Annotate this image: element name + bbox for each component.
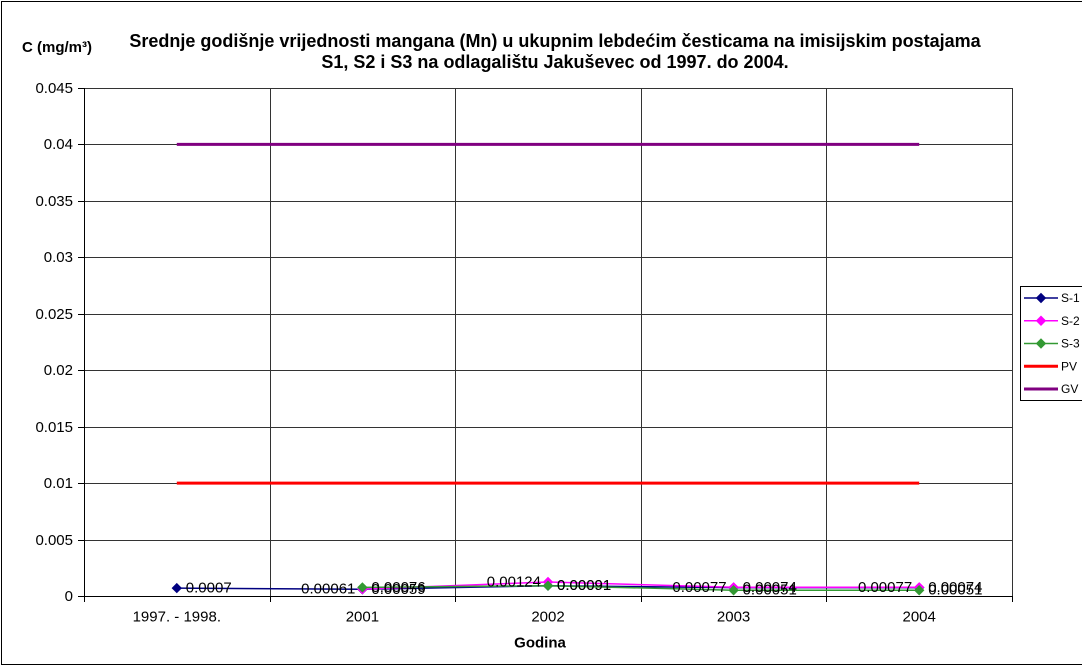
point-s-3-2002	[542, 580, 554, 591]
x-tick-label: 2004	[903, 609, 936, 626]
data-label-s-2-2004: 0.00077	[858, 579, 912, 596]
chart-title: Srednje godišnje vrijednosti mangana (Mn…	[129, 31, 981, 72]
x-tick-label: 2002	[531, 609, 564, 626]
legend-item-s-1: S-1	[1024, 291, 1080, 305]
y-tick-label: 0.045	[35, 80, 73, 97]
y-tick-label: 0.02	[44, 362, 73, 379]
data-label-s-1-2002: 0.00091	[557, 577, 611, 594]
axes: 0 0.005 0.01 0.015 0.02 0.025 0.03 0.035 0.04 0.0…	[35, 80, 1013, 626]
data-label-s-2-2002: 0.00124	[487, 574, 541, 591]
y-tick-label: 0.025	[35, 306, 73, 323]
legend-item-s-3: S-3	[1024, 337, 1080, 351]
point-s-3-2001	[357, 582, 368, 593]
series-line-s-2	[362, 581, 920, 590]
series	[171, 142, 925, 596]
x-tick-label: 2001	[346, 609, 379, 626]
x-tick-label: 2003	[717, 609, 750, 626]
data-label-s-1-2004: 0.00074	[928, 579, 982, 596]
series-line-s-3	[362, 584, 920, 591]
data-labels: 0.0007 0.00059 0.00091 0.00074 0.00074 0.0006…	[186, 574, 983, 599]
x-axis-title: Godina	[514, 635, 566, 652]
legend-label-s-3: S-3	[1061, 337, 1080, 351]
point-s-3-2003	[728, 585, 739, 596]
data-label-s-1-2001: 0.00059	[371, 581, 425, 598]
point-s-3-2004	[913, 585, 925, 596]
legend-item-pv: PV	[1024, 359, 1077, 373]
x-tick-label: 1997. - 1998.	[133, 609, 221, 626]
gridlines	[84, 88, 1013, 596]
y-tick-label: 0.035	[35, 193, 73, 210]
data-label-s-2-2003: 0.00077	[672, 579, 726, 596]
legend-item-gv: GV	[1024, 382, 1078, 396]
y-tick-label: 0.03	[44, 249, 73, 266]
data-label-s-3-2004: 0.00051	[928, 582, 982, 599]
legend-border	[1020, 286, 1082, 401]
legend-label-gv: GV	[1061, 382, 1078, 396]
data-label-s-3-2001: 0.00076	[371, 579, 425, 596]
y-axis-title: C (mg/m³)	[22, 39, 92, 56]
data-label-s-1-2003: 0.00074	[743, 579, 797, 596]
y-tick-label: 0.015	[35, 419, 73, 436]
legend-item-s-2: S-2	[1024, 314, 1080, 328]
legend-marker-s-1	[1035, 292, 1047, 304]
legend-label-pv: PV	[1061, 359, 1077, 373]
y-tick-label: 0.005	[35, 532, 73, 549]
legend-marker-s-3	[1035, 338, 1047, 349]
data-label-s-2-2001: 0.00061	[301, 581, 355, 598]
data-label-s-3-2002: 0.00091	[557, 577, 611, 594]
data-label-s-3-2003: 0.00051	[743, 582, 797, 599]
legend-label-s-1: S-1	[1061, 291, 1080, 305]
legend: S-1 S-2 S-3 PV GV	[1020, 286, 1082, 401]
y-tick-label: 0.01	[44, 475, 73, 492]
y-tick-label: 0	[65, 588, 73, 605]
point-s-1-1997-1998	[171, 582, 183, 594]
data-label-s-1-1997-1998: 0.0007	[186, 580, 232, 597]
y-tick-label: 0.04	[44, 136, 73, 153]
legend-label-s-2: S-2	[1061, 314, 1080, 328]
legend-marker-s-2	[1035, 315, 1047, 326]
